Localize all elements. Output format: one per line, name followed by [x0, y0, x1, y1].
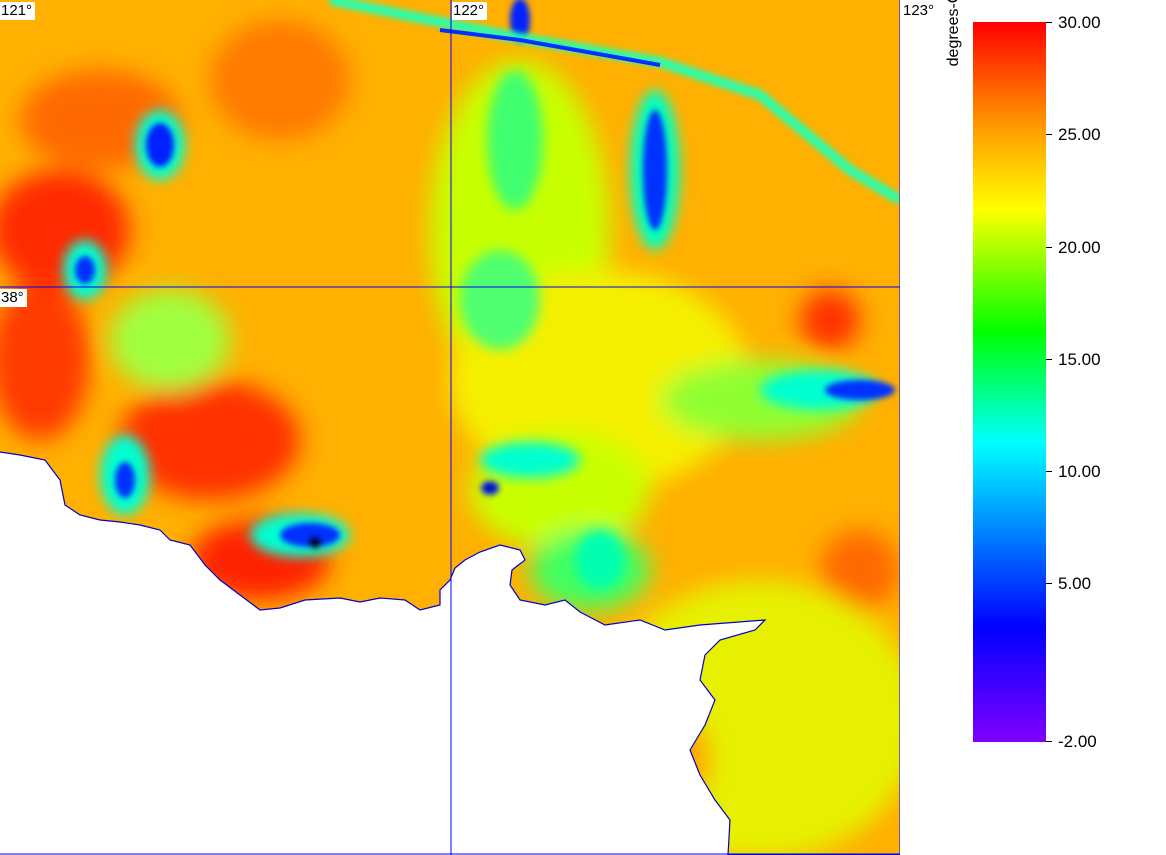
colorbar-label: 10.00 — [1058, 462, 1101, 481]
colorbar-label: 20.00 — [1058, 238, 1101, 257]
colorbar-tick — [1046, 134, 1052, 135]
colorbar-tick — [1046, 583, 1052, 584]
colorbar-tick — [1046, 359, 1052, 360]
colorbar-label: -2.00 — [1058, 732, 1097, 751]
colorbar-label: 30.00 — [1058, 13, 1101, 32]
sst-map[interactable]: 121° 122° 38° — [0, 0, 900, 855]
longitude-label-123: 123° — [902, 2, 938, 20]
colorbar-unit-text: degrees-C — [945, 0, 962, 67]
colorbar-tick — [1046, 741, 1052, 742]
colorbar-tick — [1046, 471, 1052, 472]
temperature-field — [0, 0, 900, 855]
colorbar-unit: degrees-C — [944, 0, 964, 120]
colorbar-tick — [1046, 22, 1052, 23]
colorbar-label: 25.00 — [1058, 125, 1101, 144]
colorbar-label: 15.00 — [1058, 350, 1101, 369]
longitude-label-121: 121° — [0, 2, 36, 20]
colorbar-label: 5.00 — [1058, 574, 1092, 593]
latitude-label-38: 38° — [0, 289, 27, 307]
longitude-label-122: 122° — [452, 2, 488, 20]
colorbar — [973, 22, 1046, 742]
colorbar-tick — [1046, 247, 1052, 248]
